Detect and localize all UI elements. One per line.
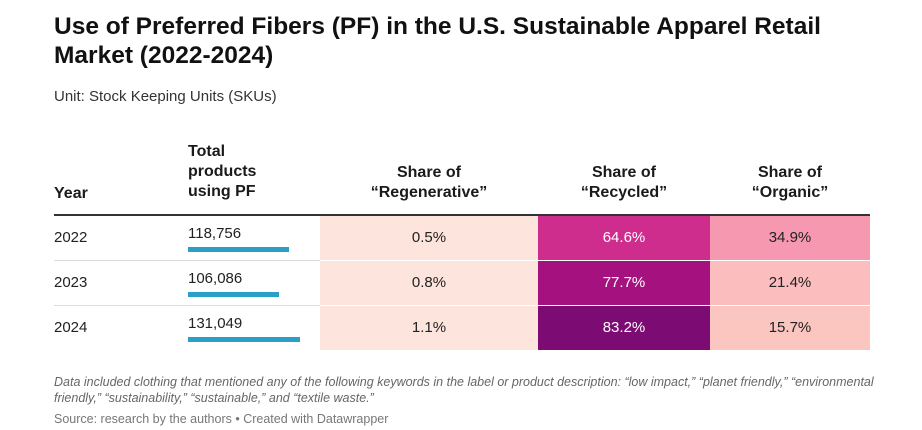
regenerative-cell: 1.1% [320,306,538,350]
header-organic-line-2: “Organic” [751,184,829,201]
organic-cell: 21.4% [710,261,870,305]
organic-cell: 34.9% [710,216,870,260]
row-divider [54,305,320,306]
header-total: Total products using PF [188,142,256,202]
total-value: 106,086 [188,270,243,287]
header-recycled-line-2: “Recycled” [580,184,668,201]
total-bar [188,337,300,342]
chart-notes: Data included clothing that mentioned an… [54,375,874,405]
chart-source: Source: research by the authors • Create… [54,412,389,426]
header-regen-line-2: “Regenerative” [370,184,488,201]
header-regen-line-1: Share of [396,164,461,181]
regenerative-cell: 0.8% [320,261,538,305]
organic-cell: 15.7% [710,306,870,350]
total-bar [188,292,279,297]
total-value: 131,049 [188,315,243,332]
year-cell: 2022 [54,229,88,246]
regenerative-cell: 0.5% [320,216,538,260]
row-divider [54,260,320,261]
header-organic-line-1: Share of [757,164,822,181]
recycled-cell: 77.7% [538,261,710,305]
header-total-line-1: Total [188,143,226,160]
header-rule [54,214,870,216]
year-cell: 2024 [54,319,88,336]
total-value: 118,756 [188,225,242,242]
header-total-line-2: products [188,163,257,180]
chart-subtitle: Unit: Stock Keeping Units (SKUs) [54,88,277,105]
total-bar [188,247,289,252]
header-year: Year [54,185,88,202]
year-cell: 2023 [54,274,88,291]
header-organic: Share of “Organic” [710,163,870,203]
recycled-cell: 83.2% [538,306,710,350]
recycled-cell: 64.6% [538,216,710,260]
header-regenerative: Share of “Regenerative” [320,163,538,203]
header-recycled: Share of “Recycled” [538,163,710,203]
header-recycled-line-1: Share of [591,164,656,181]
header-total-line-3: using PF [188,183,256,200]
chart-title: Use of Preferred Fibers (PF) in the U.S.… [54,13,821,69]
